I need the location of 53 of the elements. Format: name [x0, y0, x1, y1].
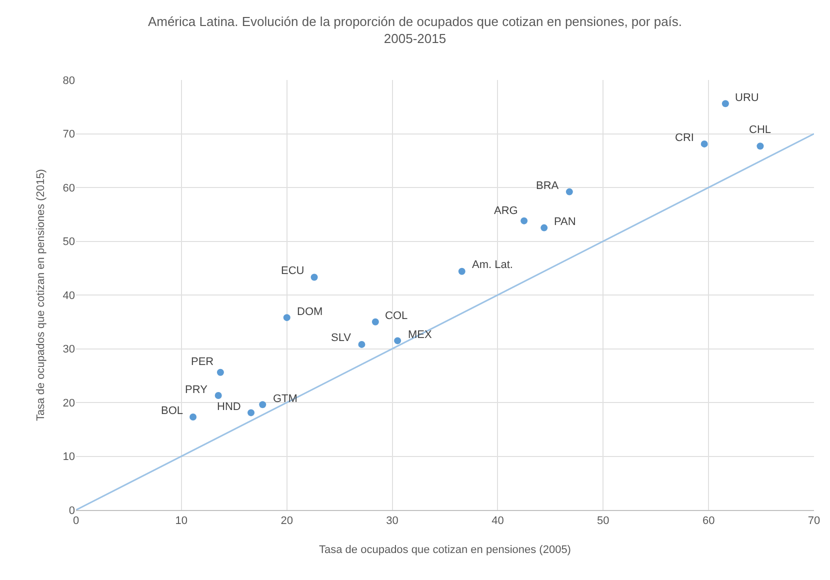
point: [283, 314, 290, 322]
annotation: GTM: [273, 393, 298, 405]
point: [310, 274, 318, 281]
annotation: COL: [385, 310, 408, 322]
annotation: SLV: [331, 332, 352, 344]
annotation: BRA: [536, 180, 560, 192]
point: [394, 337, 402, 344]
point: [540, 224, 548, 232]
y-tick-label: 0: [68, 504, 75, 517]
annotation: BOL: [161, 405, 184, 417]
point: [259, 401, 266, 408]
x-tick-label: 60: [702, 515, 715, 528]
y-tick-label: 70: [62, 128, 75, 141]
x-tick-label: 20: [280, 515, 293, 528]
x-tick-label: 10: [175, 515, 188, 528]
y-tick-label: 10: [62, 451, 75, 464]
point: [216, 368, 224, 376]
x-tick-label: 30: [386, 515, 398, 528]
annotation: PAN: [554, 216, 576, 228]
point: [458, 268, 466, 275]
annotation: HND: [217, 401, 241, 413]
x-tick-label: 50: [597, 515, 610, 528]
y-tick-label: 60: [62, 182, 75, 194]
annotation: DOM: [297, 306, 323, 318]
point: [372, 318, 379, 326]
y-tick-label: 50: [62, 236, 75, 248]
point: [520, 217, 528, 224]
x-axis-title: Tasa de ocupados que cotizan en pensiones (2005): [319, 544, 571, 556]
point: [722, 100, 729, 108]
chart-title: América Latina. Evolución de la proporción de ocupados que cotizan en pensiones, por país. 2005-2015: [148, 14, 682, 46]
annotation: PER: [191, 356, 214, 368]
point: [358, 340, 366, 348]
annotation: CRI: [675, 132, 694, 144]
annotation: CHL: [749, 124, 772, 136]
annotation: PRY: [185, 384, 208, 396]
point: [756, 142, 764, 150]
point: [700, 140, 708, 148]
y-tick-label: 30: [62, 344, 75, 356]
point: [248, 409, 255, 416]
annotation: MEX: [408, 329, 432, 341]
x-tick-label: 70: [808, 515, 820, 528]
point: [214, 392, 222, 400]
y-axis-title: Tasa de ocupados que cotizan en pensiones (2015): [35, 169, 47, 421]
annotation: URU: [735, 92, 759, 104]
annotation: Am. Lat.: [472, 259, 513, 271]
x-tick-label: 40: [492, 515, 504, 528]
point: [566, 188, 573, 196]
y-tick-label: 80: [62, 74, 75, 87]
annotation: ECU: [281, 265, 304, 277]
point: [190, 414, 197, 421]
y-tick-label: 20: [62, 397, 75, 410]
y-tick-label: 40: [62, 290, 75, 302]
annotation: ARG: [494, 205, 518, 217]
